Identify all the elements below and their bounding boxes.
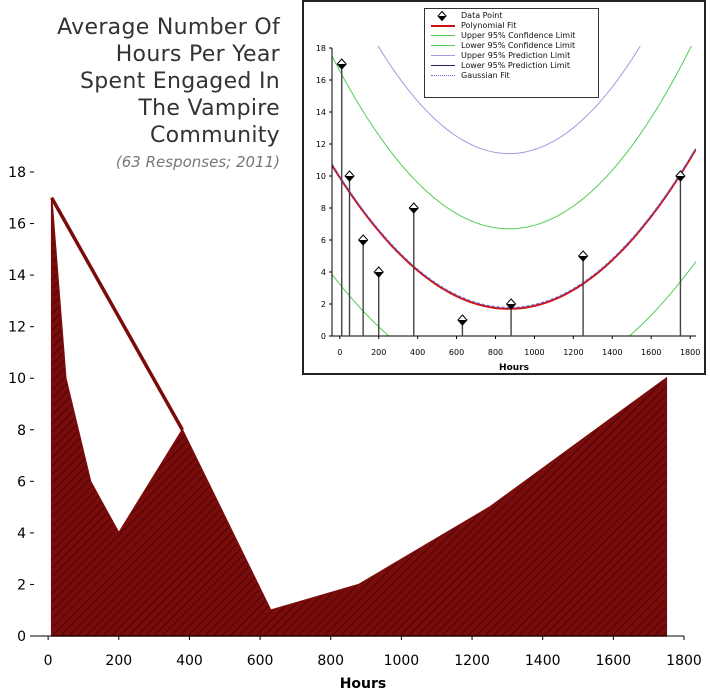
inset-x-tick-label: 1000	[524, 348, 544, 357]
x-axis-label: Hours	[340, 676, 387, 692]
title-line-4: The Vampire	[138, 96, 280, 121]
legend-swatch-gaussian-fit	[425, 71, 459, 81]
inset-x-axis-label: Hours	[499, 363, 529, 373]
data-point-marker-fill	[358, 240, 368, 245]
upper-confidence-limit	[332, 46, 692, 230]
x-tick-label: 1200	[454, 653, 490, 669]
fit-curves	[332, 46, 696, 336]
data-point-marker-fill	[337, 64, 347, 69]
x-tick-label: 800	[317, 653, 344, 669]
inset-y-tick-label: 16	[316, 76, 326, 85]
inset-x-tick-label: 800	[488, 348, 503, 357]
inset-x-tick-label: 400	[410, 348, 425, 357]
y-tick-label: 10	[8, 371, 26, 387]
y-tick-label: 14	[8, 268, 26, 284]
legend-item-upper-confidence: Upper 95% Confidence Limit	[425, 31, 598, 41]
data-point-marker-fill	[345, 176, 355, 181]
inset-fit-chart: 0 2 4 6 8 10 12 14 16 18 0 200 400 600 800 1000 1200 1400…	[302, 0, 706, 375]
inset-x-tick-label: 200	[371, 348, 386, 357]
legend-swatch-upper-confidence	[425, 31, 459, 41]
legend-item-lower-confidence: Lower 95% Confidence Limit	[425, 41, 598, 51]
legend-swatch-lower-confidence	[425, 41, 459, 51]
data-point-marker-fill	[457, 320, 467, 325]
chart-subtitle: (63 Responses; 2011)	[115, 153, 280, 171]
y-tick-label: 18	[8, 165, 26, 181]
y-tick-label: 12	[8, 320, 26, 336]
data-point-marker-fill	[675, 176, 685, 181]
legend-label-upper-prediction: Upper 95% Prediction Limit	[461, 51, 571, 60]
legend-item-polynomial-fit: Polynomial Fit	[425, 21, 598, 31]
legend-label-upper-confidence: Upper 95% Confidence Limit	[461, 31, 576, 40]
data-point-marker-fill	[578, 256, 588, 261]
y-tick-label: 8	[17, 423, 26, 439]
x-tick-label: 1600	[596, 653, 632, 669]
title-line-3: Spent Engaged In	[79, 69, 280, 94]
inset-y-tick-label: 18	[316, 44, 326, 53]
x-tick-label: 600	[247, 653, 274, 669]
title-line-5: Community	[149, 123, 280, 148]
x-tick-label: 400	[176, 653, 203, 669]
x-tick-label: 1000	[384, 653, 420, 669]
inset-y-tick-label: 0	[321, 332, 326, 341]
inset-y-tick-label: 12	[316, 140, 326, 149]
legend-label-gaussian-fit: Gaussian Fit	[461, 71, 510, 80]
y-tick-label: 4	[17, 526, 26, 542]
legend-item-data-point: Data Point	[425, 10, 598, 22]
inset-y-tick-label: 4	[321, 268, 326, 277]
y-tick-label: 6	[17, 474, 26, 490]
chart-title: Average Number Of Hours Per Year Spent E…	[57, 14, 280, 173]
legend-swatch-upper-prediction	[425, 51, 459, 61]
inset-plot-area: 0 2 4 6 8 10 12 14 16 18 0 200 400 600 800 1000 1200 1400…	[316, 44, 701, 373]
legend-swatch-data-point	[425, 10, 459, 22]
title-line-1: Average Number Of	[57, 15, 280, 40]
data-point-marker-fill	[409, 208, 419, 213]
trend-line	[50, 196, 184, 431]
legend-label-data-point: Data Point	[461, 11, 503, 20]
data-point-marker-fill	[374, 272, 384, 277]
area-series	[50, 197, 668, 637]
legend-swatch-polynomial-fit	[425, 21, 459, 31]
inset-y-tick-label: 8	[321, 204, 326, 213]
lower-confidence-limit	[332, 261, 696, 336]
inset-x-tick-label: 1400	[602, 348, 622, 357]
legend-item-lower-prediction: Lower 95% Prediction Limit	[425, 61, 598, 71]
inset-legend: Data Point Polynomial Fit Upper 95% Conf…	[424, 8, 599, 98]
polynomial-fit	[332, 148, 696, 310]
diamond-marker-icon	[437, 10, 447, 22]
legend-item-gaussian-fit: Gaussian Fit	[425, 71, 598, 81]
inset-x-tick-label: 1800	[680, 348, 700, 357]
legend-label-lower-prediction: Lower 95% Prediction Limit	[461, 61, 570, 70]
y-tick-label: 16	[8, 217, 26, 233]
x-tick-label: 1400	[525, 653, 561, 669]
inset-y-tick-label: 14	[316, 108, 326, 117]
upper-prediction-limit	[377, 46, 641, 155]
x-tick-label: 0	[44, 653, 53, 669]
legend-swatch-lower-prediction	[425, 61, 459, 71]
x-tick-label: 200	[105, 653, 132, 669]
gaussian-fit	[332, 147, 696, 309]
inset-y-tick-label: 10	[316, 172, 326, 181]
inset-x-tick-label: 0	[337, 348, 342, 357]
inset-y-tick-label: 2	[321, 300, 326, 309]
title-line-2: Hours Per Year	[115, 42, 280, 67]
inset-y-tick-label: 6	[321, 236, 326, 245]
legend-item-upper-prediction: Upper 95% Prediction Limit	[425, 51, 598, 61]
inset-x-tick-label: 1200	[563, 348, 583, 357]
y-tick-label: 2	[17, 577, 26, 593]
data-point-marker-fill	[506, 304, 516, 309]
y-tick-label: 0	[17, 629, 26, 645]
legend-label-polynomial-fit: Polynomial Fit	[461, 21, 517, 30]
legend-label-lower-confidence: Lower 95% Confidence Limit	[461, 41, 576, 50]
inset-plot: 0 2 4 6 8 10 12 14 16 18 0 200 400 600 800 1000 1200 1400…	[316, 44, 701, 373]
inset-x-tick-label: 1600	[641, 348, 661, 357]
x-tick-label: 1800	[666, 653, 702, 669]
inset-x-tick-label: 600	[449, 348, 464, 357]
